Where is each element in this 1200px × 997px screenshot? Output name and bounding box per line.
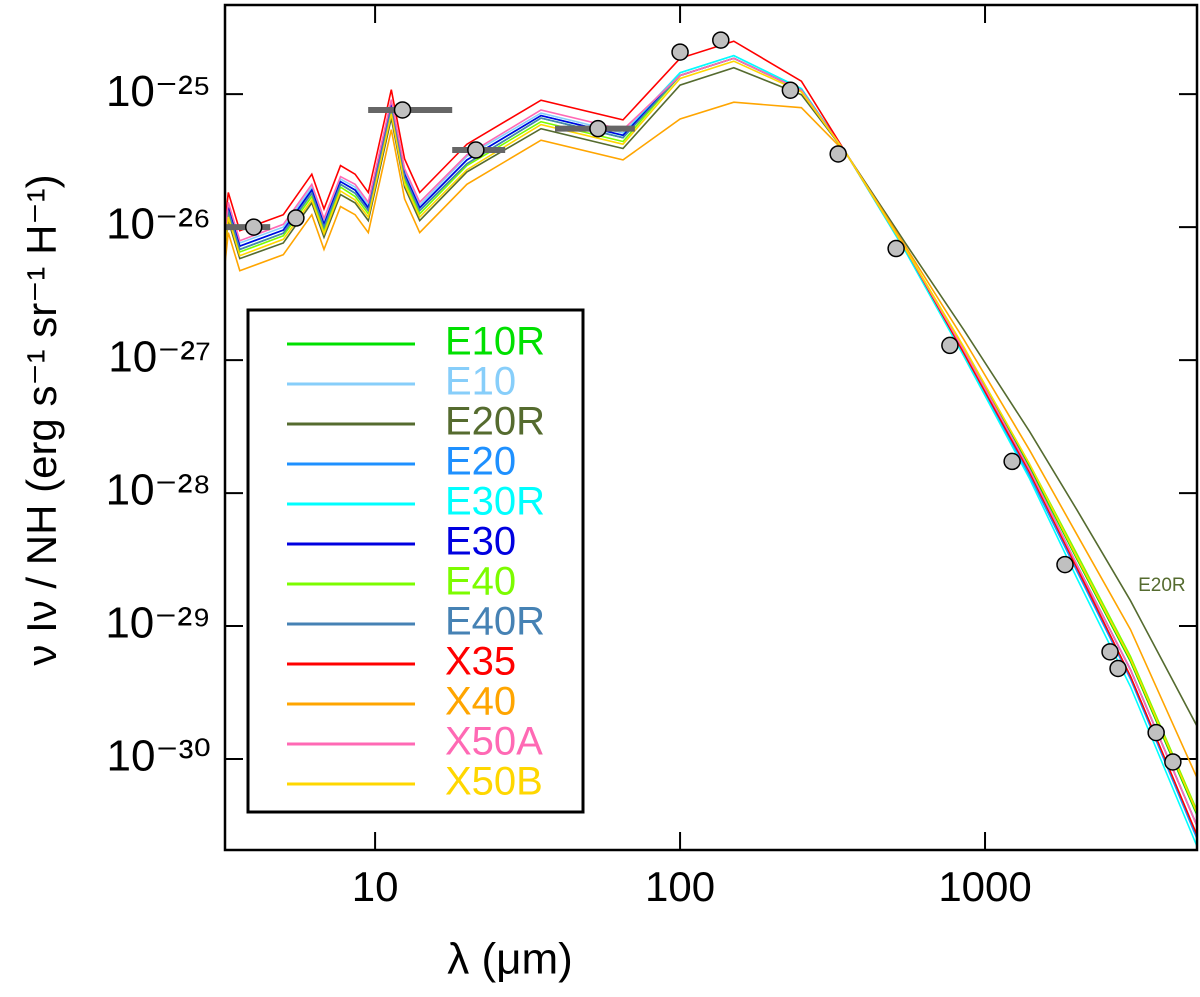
observation-point: [589, 119, 607, 138]
observation-point: [467, 141, 485, 159]
observation-point: [781, 81, 800, 99]
legend-label: E40R: [445, 600, 545, 644]
legend-label: X40: [445, 680, 516, 724]
observation-point: [393, 101, 412, 119]
annotation: E20R: [1138, 575, 1186, 596]
observation-point: [1164, 753, 1182, 771]
observation-point: [1056, 555, 1074, 574]
observation-point: [712, 31, 730, 49]
y-tick-label: 10⁻²⁶: [106, 200, 211, 249]
observation-point: [887, 239, 905, 258]
x-tick-label: 100: [645, 863, 715, 910]
y-tick-label: 10⁻²⁸: [106, 466, 211, 515]
legend-label: E20R: [445, 400, 545, 444]
series-line: [225, 60, 1197, 815]
series-line: [225, 101, 1197, 780]
observation-point: [671, 43, 689, 61]
observation-point: [1109, 659, 1127, 678]
observation-point: [1147, 723, 1165, 742]
legend-label: X50B: [445, 760, 543, 804]
x-axis-label: λ (μm): [447, 935, 573, 984]
legend-label: E30: [445, 520, 516, 564]
legend-label: E20: [445, 440, 516, 484]
plot-area: [225, 31, 1197, 849]
observation-point: [941, 336, 959, 355]
observation-point: [829, 145, 847, 163]
legend-label: X35: [445, 640, 516, 684]
x-tick-label: 10: [352, 863, 399, 910]
observation-point: [287, 209, 305, 227]
legend-label: E30R: [445, 480, 545, 524]
legend-label: E40: [445, 560, 516, 604]
y-tick-label: 10⁻²⁹: [105, 599, 211, 648]
y-tick-label: 10⁻²⁵: [106, 67, 211, 116]
y-tick-label: 10⁻³⁰: [107, 732, 211, 781]
series-line: [225, 66, 1197, 728]
legend-label: E10R: [445, 320, 545, 364]
plot-frame: [223, 3, 1199, 852]
series-line: [225, 57, 1197, 828]
observation-point: [1101, 643, 1119, 661]
legend-label: X50A: [445, 720, 543, 764]
observation-point: [1003, 452, 1021, 471]
legend-box: [246, 308, 585, 814]
series-line: [225, 40, 1197, 838]
legend-label: E10: [445, 360, 516, 404]
x-tick-label: 1000: [938, 863, 1031, 910]
observation-point: [244, 218, 263, 236]
y-tick-label: 10⁻²⁷: [108, 333, 211, 382]
y-axis-label: ν Iν / NH (erg s⁻¹ sr⁻¹ H⁻¹): [18, 174, 65, 665]
